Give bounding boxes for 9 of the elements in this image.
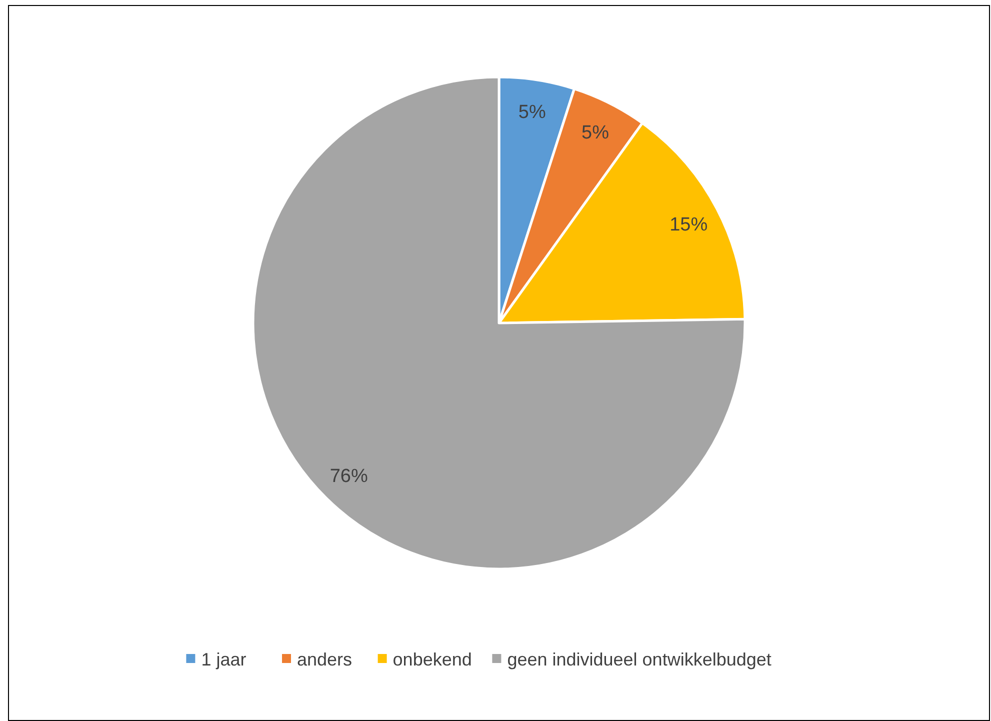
data-label: 15% xyxy=(670,214,708,236)
legend-label: anders xyxy=(297,649,352,670)
data-label: 76% xyxy=(330,466,368,488)
data-label: 5% xyxy=(518,102,546,124)
pie-slice xyxy=(252,76,746,570)
legend-label: onbekend xyxy=(392,649,472,670)
legend-label: geen individueel ontwikkelbudget xyxy=(507,649,772,670)
data-label: 5% xyxy=(582,122,610,144)
legend-label: 1 jaar xyxy=(201,649,246,670)
